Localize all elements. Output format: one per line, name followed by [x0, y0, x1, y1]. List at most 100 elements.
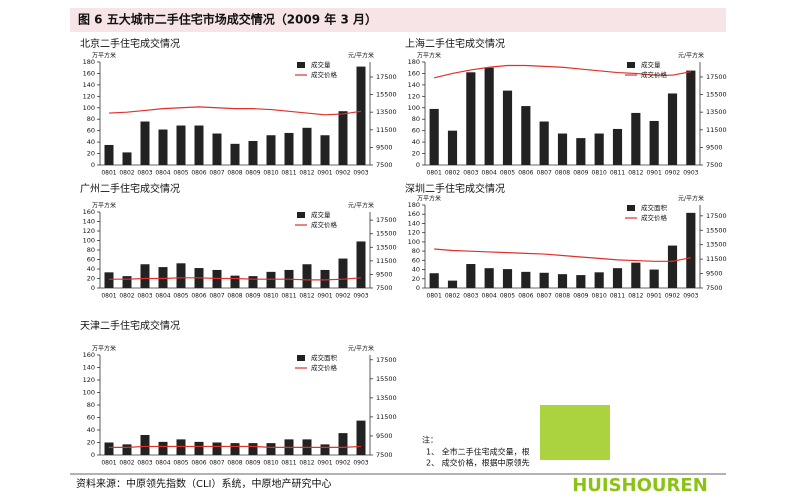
bar	[649, 269, 659, 288]
x-tick-label: 0901	[317, 460, 332, 467]
x-tick-label: 0809	[573, 170, 588, 177]
bar	[338, 111, 348, 165]
y2-unit: 元/平方米	[678, 52, 704, 60]
bar	[320, 444, 330, 455]
y2-tick-label: 13500	[376, 108, 397, 116]
bar	[521, 271, 531, 288]
x-tick-label: 0810	[263, 460, 278, 467]
price-line	[434, 64, 691, 79]
note-label: 注：	[422, 435, 438, 445]
y2-tick-label: 11500	[706, 126, 727, 134]
y-tick-label: 160	[83, 69, 95, 77]
x-tick-label: 0808	[227, 460, 242, 467]
x-tick-label: 0806	[191, 170, 206, 177]
x-tick-label: 0806	[518, 293, 533, 300]
y2-tick-label: 9500	[376, 270, 393, 278]
bar	[667, 245, 678, 288]
y2-unit: 元/平方米	[348, 202, 374, 210]
y-tick-label: 20	[412, 275, 420, 283]
x-tick-label: 0803	[137, 170, 152, 177]
bar	[212, 133, 222, 165]
y-tick-label: 140	[408, 81, 420, 89]
x-tick-label: 0812	[628, 293, 643, 300]
legend-swatch	[297, 355, 305, 361]
y-tick-label: 80	[87, 115, 95, 123]
y-unit: 万平方米	[92, 52, 116, 60]
y2-tick-label: 15500	[706, 226, 727, 234]
x-tick-label: 0902	[335, 460, 350, 467]
y2-unit: 元/平方米	[348, 345, 374, 353]
bar	[176, 263, 186, 288]
y2-tick-label: 15500	[376, 91, 397, 99]
legend-swatch	[297, 212, 305, 218]
x-tick-label: 0902	[665, 170, 680, 177]
x-tick-label: 0804	[482, 170, 497, 177]
bar	[194, 125, 204, 165]
x-tick-label: 0811	[610, 170, 625, 177]
x-tick-label: 0802	[445, 293, 460, 300]
y-tick-label: 60	[87, 414, 95, 422]
y-unit: 万平方米	[417, 52, 441, 60]
y-tick-label: 160	[408, 210, 420, 218]
y2-tick-label: 11500	[376, 413, 397, 421]
y-tick-label: 100	[83, 389, 95, 397]
x-tick-label: 0903	[683, 170, 698, 177]
y-tick-label: 120	[83, 92, 95, 100]
y-tick-label: 0	[416, 161, 420, 169]
bar	[447, 280, 458, 288]
bar	[466, 264, 476, 288]
price-line	[109, 277, 362, 281]
bar	[521, 106, 531, 165]
x-tick-label: 0801	[427, 170, 442, 177]
price-line	[108, 106, 362, 116]
y-tick-label: 0	[416, 284, 420, 292]
bar	[158, 129, 168, 165]
bar	[230, 143, 240, 165]
legend-label: 成交面积	[311, 353, 338, 362]
bar	[466, 72, 476, 165]
x-tick-label: 0807	[537, 293, 552, 300]
x-tick-label: 0811	[281, 460, 296, 467]
x-tick-label: 0812	[628, 170, 643, 177]
y-tick-label: 140	[83, 218, 95, 226]
bar	[484, 67, 494, 165]
chart-title: 深圳二手住宅成交情况	[405, 182, 505, 195]
bar	[284, 132, 294, 165]
y-unit: 万平方米	[92, 202, 116, 210]
bar	[539, 121, 549, 165]
bar	[302, 127, 312, 165]
bar	[686, 70, 696, 165]
chart-title: 上海二手住宅成交情况	[405, 37, 505, 50]
x-tick-label: 0810	[592, 293, 607, 300]
x-tick-label: 0805	[500, 293, 515, 300]
y2-tick-label: 11500	[376, 126, 397, 134]
legend-swatch	[297, 62, 305, 68]
y-tick-label: 0	[91, 161, 95, 169]
bar	[502, 90, 513, 165]
bar	[140, 435, 150, 455]
y2-tick-label: 17500	[376, 73, 397, 81]
y2-tick-label: 7500	[376, 161, 393, 169]
x-tick-label: 0809	[245, 293, 260, 300]
x-tick-label: 0901	[317, 170, 332, 177]
y-tick-label: 40	[87, 138, 95, 146]
x-tick-label: 0803	[463, 293, 478, 300]
bar	[667, 93, 678, 165]
bar	[429, 108, 439, 165]
bar	[248, 276, 258, 288]
legend-label: 成交量	[311, 210, 331, 219]
note-item: 2、 成交价格，根据中原领先	[426, 458, 530, 468]
source: 资料来源：中原领先指数（CLI）系统，中原地产研究中心	[76, 477, 332, 490]
bar	[631, 262, 641, 288]
chart-title: 北京二手住宅成交情况	[80, 37, 180, 50]
figure-title: 图 6 五大城市二手住宅市场成交情况（2009 年 3 月）	[78, 12, 377, 27]
bar	[266, 271, 276, 288]
y2-tick-label: 13500	[376, 243, 397, 251]
y2-tick-label: 15500	[376, 375, 397, 383]
y-tick-label: 160	[408, 69, 420, 77]
bar	[338, 258, 348, 288]
legend-label: 成交量	[311, 60, 331, 69]
y-tick-label: 100	[83, 237, 95, 245]
x-tick-label: 0808	[227, 170, 242, 177]
bar	[631, 112, 641, 165]
